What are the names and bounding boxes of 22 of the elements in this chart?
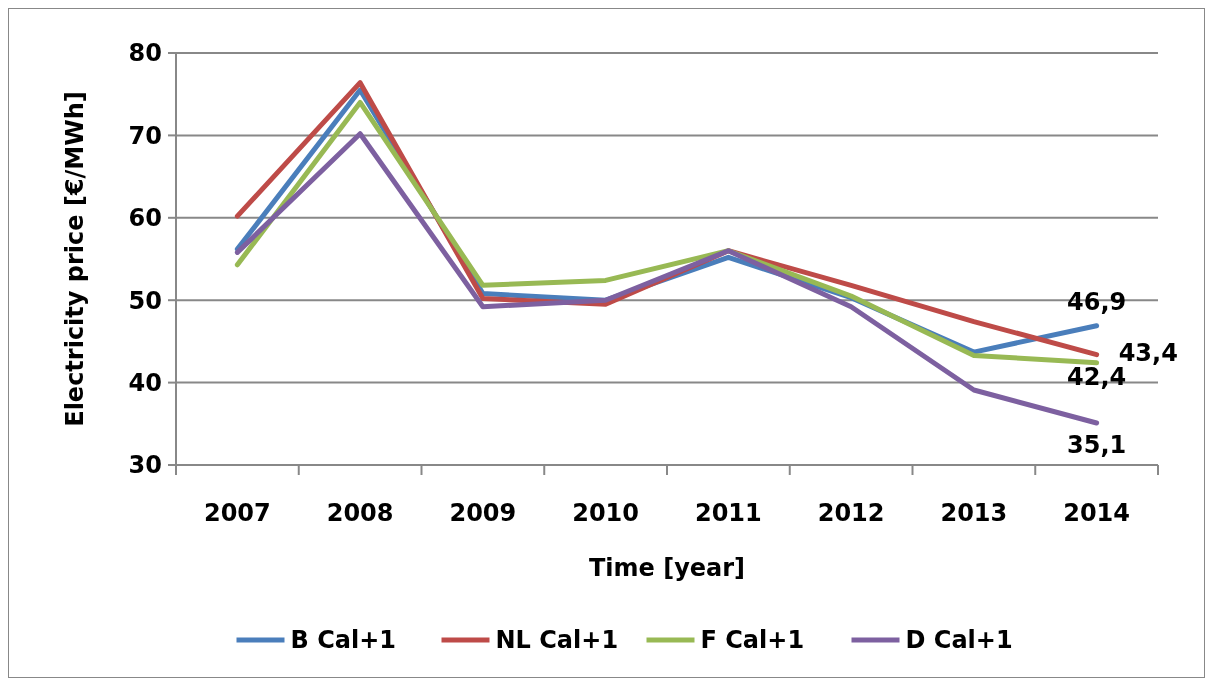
x-tick-label: 2013 (940, 499, 1008, 527)
legend-label: D Cal+1 (905, 626, 1013, 655)
x-tick-label: 2014 (1063, 499, 1131, 527)
legend-label: F Cal+1 (700, 626, 805, 655)
x-tick-label: 2008 (326, 499, 394, 527)
y-tick-label: 50 (128, 286, 162, 315)
x-tick-label: 2012 (817, 499, 885, 527)
x-tick-label: 2007 (203, 499, 271, 527)
y-tick-label: 40 (128, 369, 162, 397)
x-tick-label: 2010 (572, 499, 640, 527)
data-label: 46,9 (1067, 287, 1127, 316)
y-tick-label: 30 (128, 451, 162, 480)
y-axis-title: Electricity price [€/MWh] (61, 91, 89, 427)
legend-label: NL Cal+1 (495, 626, 619, 655)
x-tick-label: 2011 (694, 499, 762, 527)
y-tick-label: 70 (128, 121, 162, 150)
legend-label: B Cal+1 (290, 626, 396, 655)
x-axis-title: Time [year] (588, 554, 746, 582)
x-tick-label: 2009 (449, 499, 517, 527)
y-tick-label: 80 (128, 39, 162, 68)
y-tick-label: 60 (128, 204, 162, 233)
data-label: 35,1 (1067, 430, 1127, 459)
